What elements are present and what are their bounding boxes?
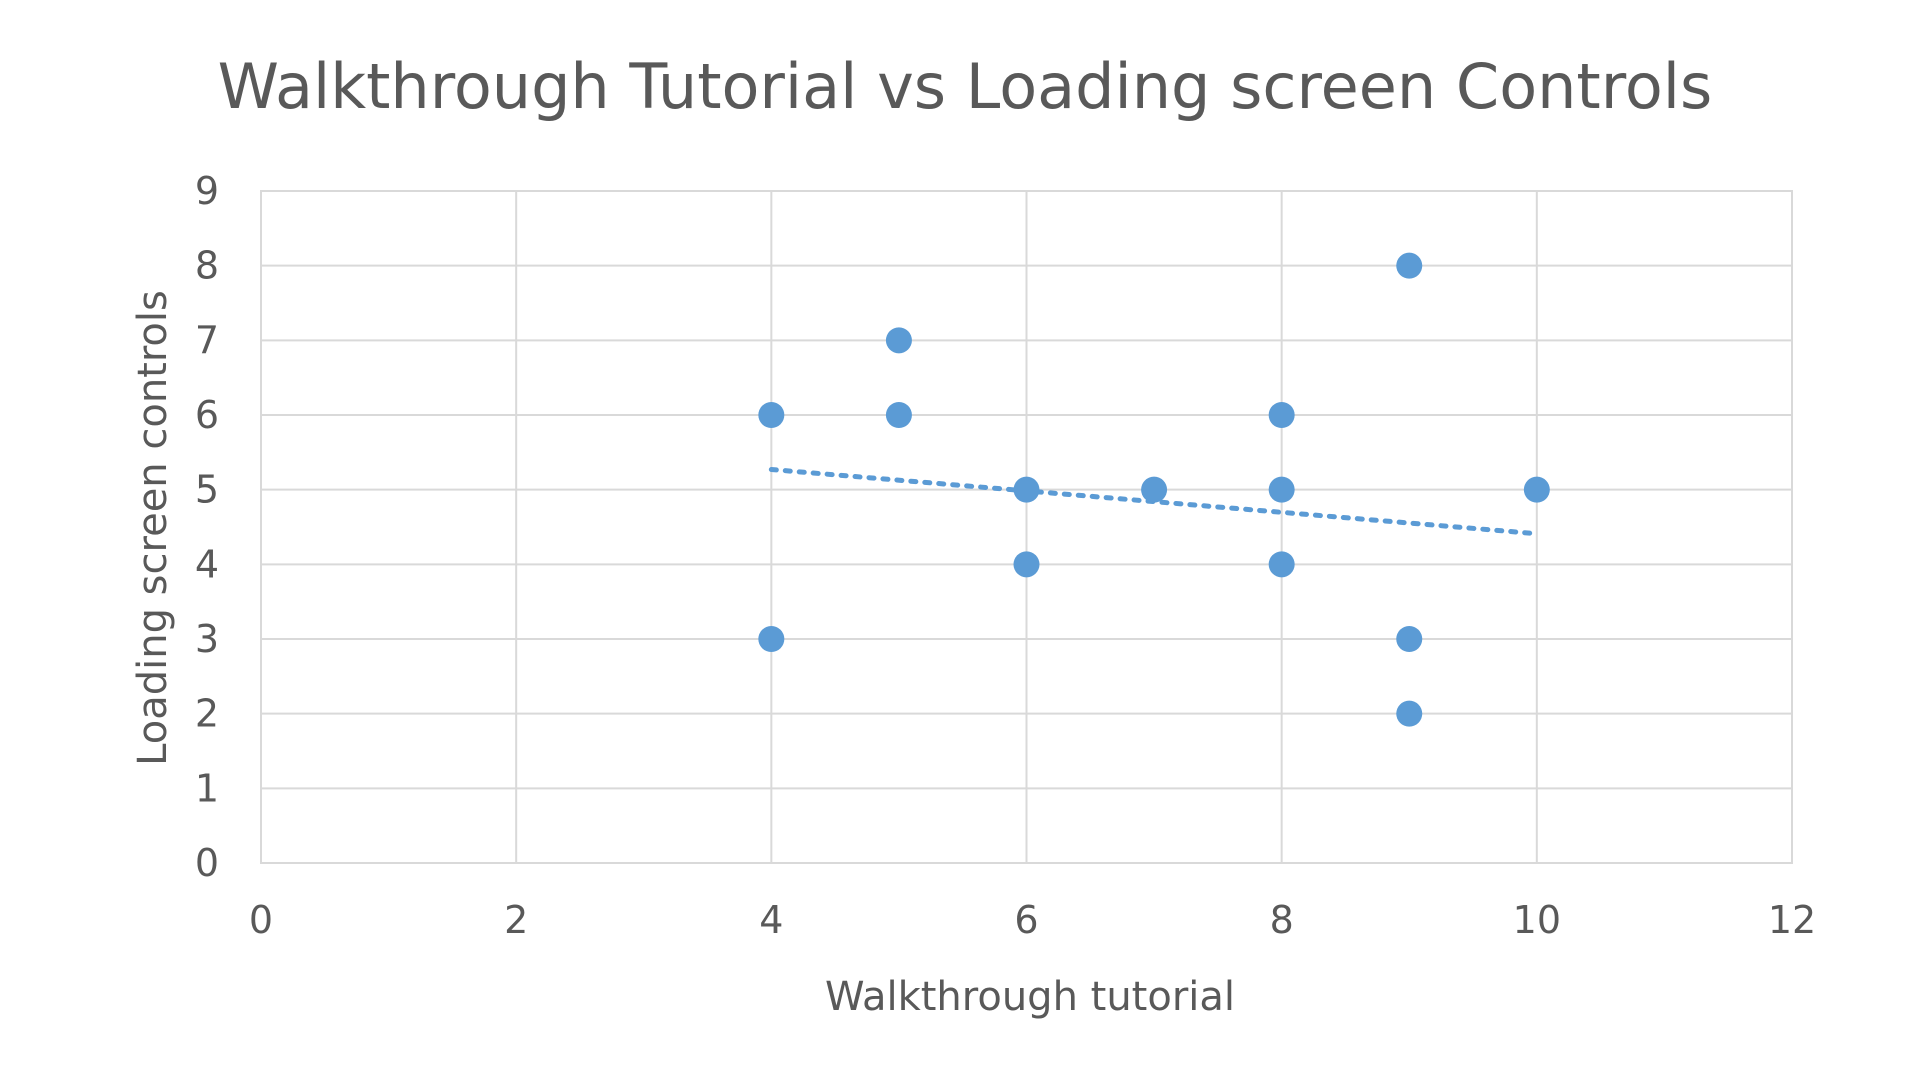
x-tick-label: 8 xyxy=(1270,898,1294,942)
scatter-point xyxy=(1523,476,1550,503)
y-tick-label: 2 xyxy=(195,692,219,736)
y-axis-title: Loading screen controls xyxy=(130,290,176,766)
x-axis-title: Walkthrough tutorial xyxy=(825,974,1235,1020)
y-tick-label: 5 xyxy=(195,468,219,512)
x-tick-label: 12 xyxy=(1768,898,1816,942)
scatter-point xyxy=(758,402,785,428)
scatter-point xyxy=(1141,476,1168,503)
y-tick-label: 6 xyxy=(195,393,219,437)
gridlines xyxy=(260,190,1793,864)
x-tick-label: 10 xyxy=(1513,898,1561,942)
scatter-point xyxy=(1268,402,1295,428)
y-tick-label: 4 xyxy=(195,542,219,586)
scatter-point xyxy=(1013,476,1040,503)
scatter-point xyxy=(1396,700,1423,727)
scatter-point xyxy=(1268,476,1295,503)
plot-area-border xyxy=(260,190,1793,864)
scatter-point xyxy=(1268,551,1295,578)
y-tick-label: 0 xyxy=(195,841,219,885)
x-tick-label: 4 xyxy=(759,898,783,942)
scatter-point xyxy=(1396,626,1423,652)
scatter-point xyxy=(1396,252,1423,279)
data-points xyxy=(758,252,1550,727)
x-tick-label: 2 xyxy=(504,898,528,942)
y-tick-label: 7 xyxy=(195,318,219,362)
chart-title: Walkthrough Tutorial vs Loading screen C… xyxy=(218,50,1713,123)
y-tick-label: 8 xyxy=(195,244,219,288)
y-tick-label: 1 xyxy=(195,766,219,810)
y-tick-label: 3 xyxy=(195,617,219,661)
x-tick-label: 0 xyxy=(249,898,273,942)
scatter-point xyxy=(1013,551,1040,578)
scatter-point xyxy=(885,402,912,428)
scatter-point xyxy=(758,626,785,652)
scatter-point xyxy=(885,327,912,354)
y-tick-label: 9 xyxy=(195,169,219,213)
x-tick-label: 6 xyxy=(1014,898,1038,942)
